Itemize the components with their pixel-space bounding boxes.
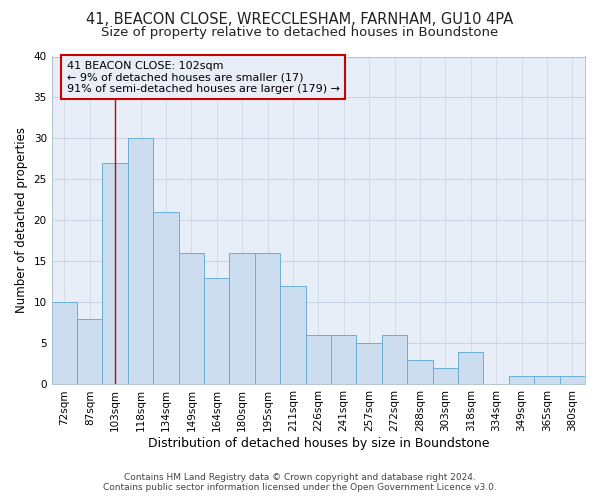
Bar [204,278,229,384]
Bar [305,336,331,384]
Text: 41 BEACON CLOSE: 102sqm
← 9% of detached houses are smaller (17)
91% of semi-det: 41 BEACON CLOSE: 102sqm ← 9% of detached… [67,60,340,94]
Bar [356,344,382,384]
X-axis label: Distribution of detached houses by size in Boundstone: Distribution of detached houses by size … [148,437,489,450]
Bar [560,376,585,384]
Bar [52,302,77,384]
Bar [331,336,356,384]
Bar [255,254,280,384]
Bar [179,254,204,384]
Bar [534,376,560,384]
Bar [433,368,458,384]
Bar [153,212,179,384]
Bar [103,163,128,384]
Bar [280,286,305,384]
Bar [77,319,103,384]
Bar [407,360,433,384]
Y-axis label: Number of detached properties: Number of detached properties [15,128,28,314]
Text: Size of property relative to detached houses in Boundstone: Size of property relative to detached ho… [101,26,499,39]
Bar [509,376,534,384]
Bar [229,254,255,384]
Text: 41, BEACON CLOSE, WRECCLESHAM, FARNHAM, GU10 4PA: 41, BEACON CLOSE, WRECCLESHAM, FARNHAM, … [86,12,514,28]
Bar [458,352,484,384]
Bar [382,336,407,384]
Text: Contains HM Land Registry data © Crown copyright and database right 2024.
Contai: Contains HM Land Registry data © Crown c… [103,473,497,492]
Bar [128,138,153,384]
